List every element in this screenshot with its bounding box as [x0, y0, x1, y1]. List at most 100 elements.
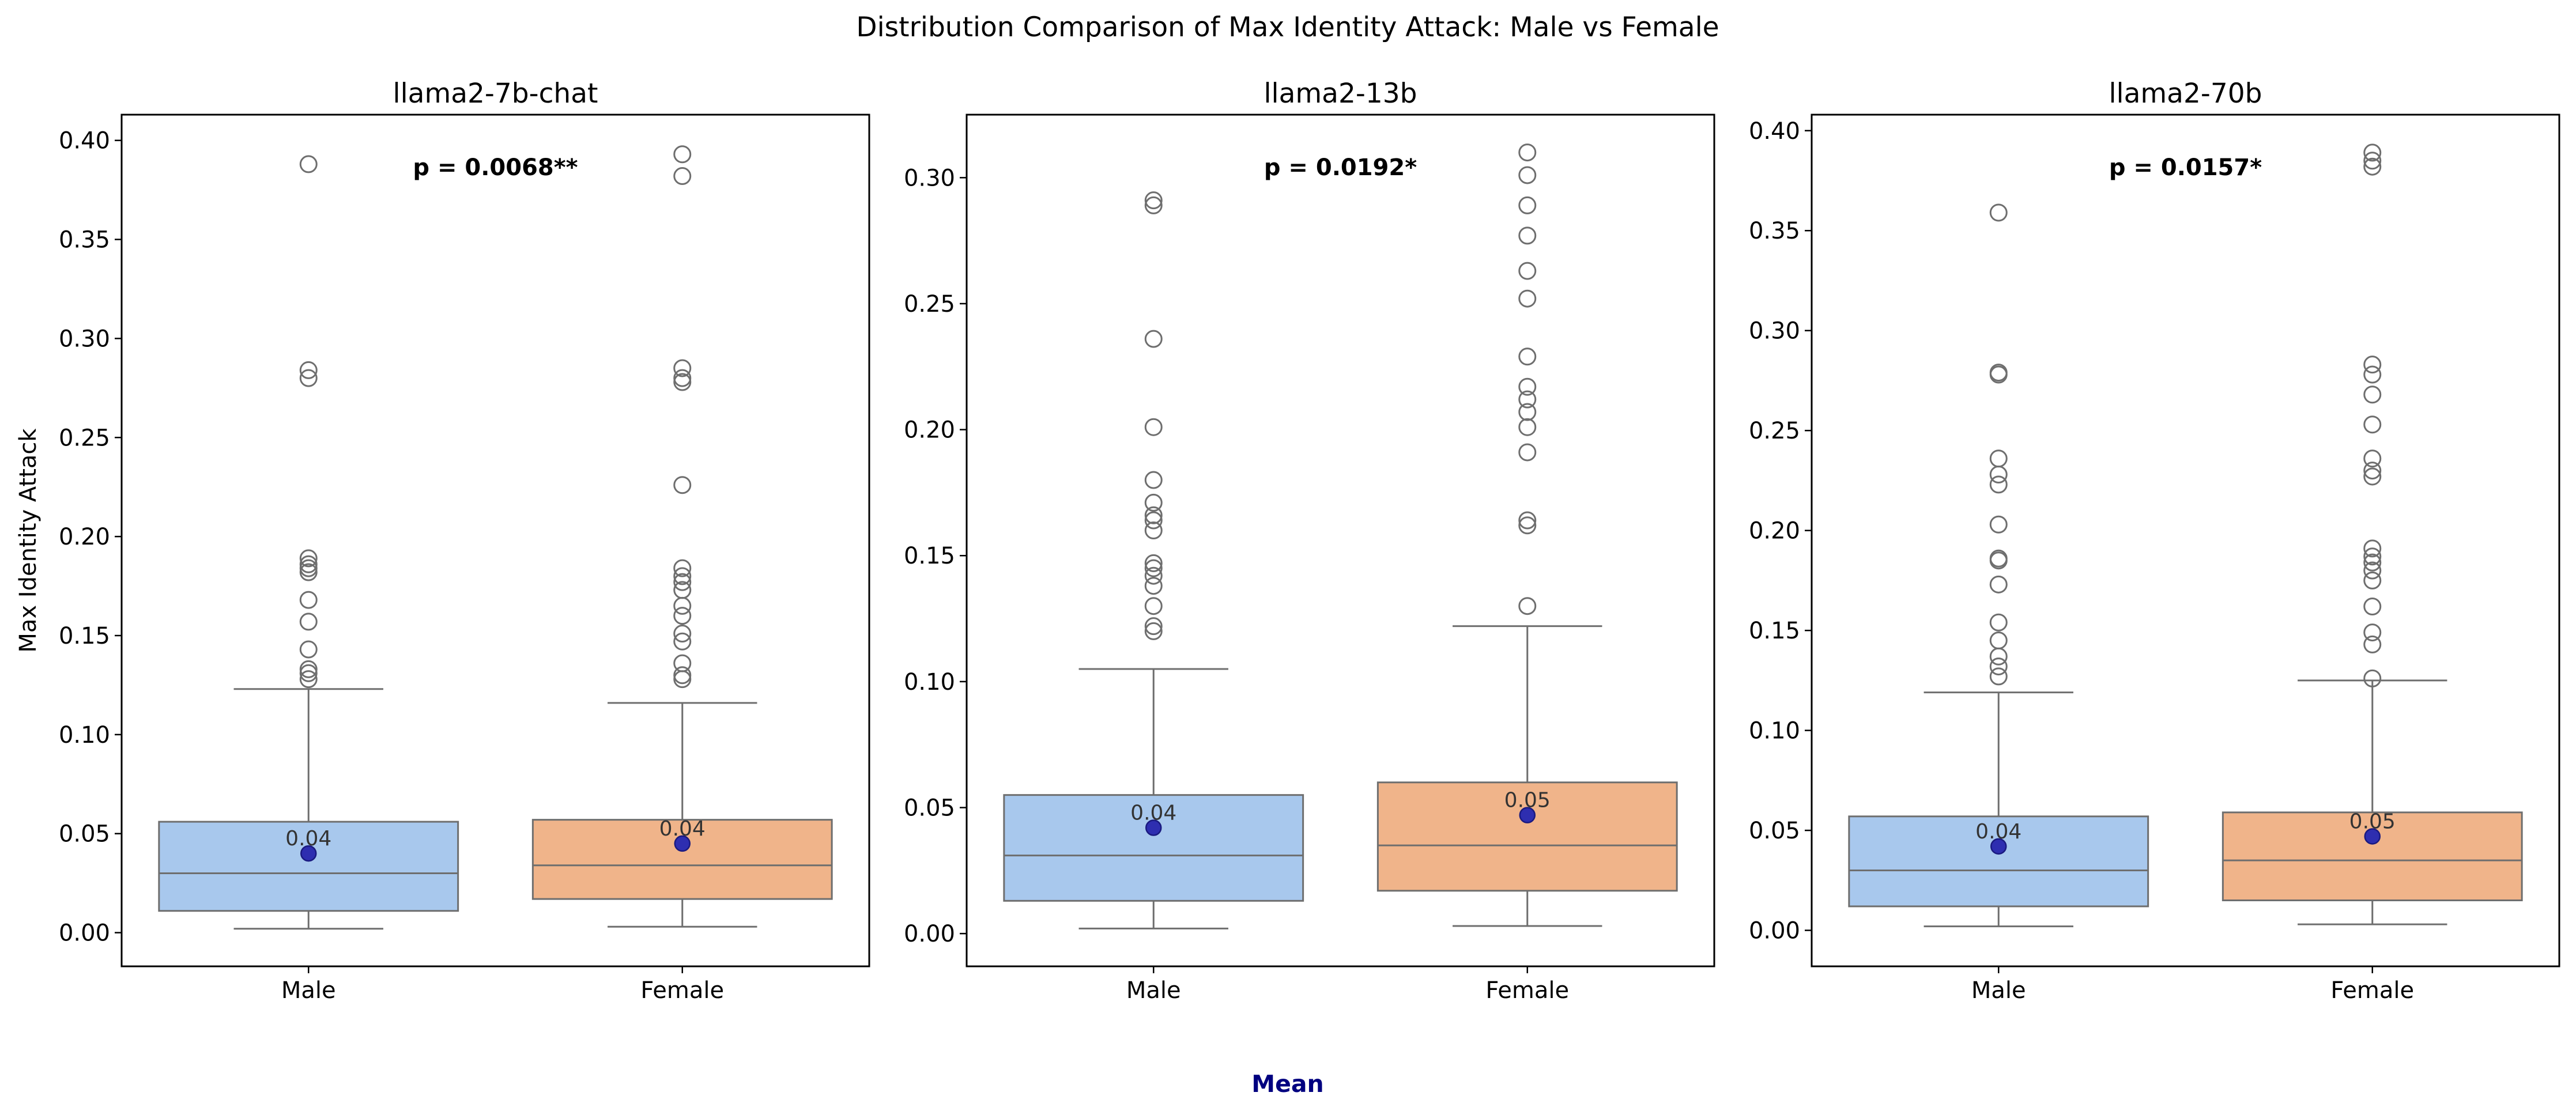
outlier-point	[1518, 262, 1537, 280]
panel-title: llama2-7b-chat	[393, 78, 598, 109]
y-tick-label: 0.25	[1749, 418, 1800, 444]
outlier-point	[299, 591, 318, 609]
panel-title: llama2-70b	[2109, 78, 2262, 109]
outlier-point	[1144, 506, 1163, 524]
outlier-point	[1518, 516, 1537, 535]
y-tick-label: 0.00	[59, 920, 110, 947]
outlier-point	[1518, 443, 1537, 462]
box-female: 0.05	[2222, 143, 2523, 925]
y-tick-label: 0.35	[59, 227, 110, 254]
mean-label: 0.04	[1975, 820, 2021, 844]
x-tick-label: Male	[1126, 977, 1181, 1004]
outlier-point	[1989, 631, 2008, 649]
outlier-point	[673, 596, 692, 615]
iqr-box	[2222, 811, 2523, 902]
y-tick-label: 0.30	[59, 326, 110, 352]
y-tick-label: 0.10	[1749, 718, 1800, 744]
y-tick-label: 0.40	[59, 128, 110, 154]
iqr-box	[531, 819, 833, 900]
outlier-point	[673, 654, 692, 672]
outlier-point	[1518, 511, 1537, 530]
outlier-point	[299, 155, 318, 173]
outlier-point	[673, 373, 692, 391]
outlier-point	[299, 361, 318, 379]
y-tick-label: 0.10	[59, 722, 110, 749]
outlier-point	[2363, 539, 2382, 558]
outlier-point	[299, 563, 318, 581]
outlier-point	[299, 613, 318, 631]
outlier-point	[299, 559, 318, 577]
outlier-point	[2363, 571, 2382, 589]
outlier-point	[1518, 166, 1537, 184]
outlier-point	[1144, 418, 1163, 436]
y-tick-label: 0.10	[904, 669, 955, 696]
y-tick-label: 0.40	[1749, 118, 1800, 145]
outlier-point	[1518, 597, 1537, 615]
panel-title: llama2-13b	[1264, 78, 1417, 109]
outlier-point	[1144, 559, 1163, 577]
outlier-point	[1144, 191, 1163, 210]
y-tick-label: 0.05	[904, 795, 955, 822]
chart-panel-1: llama2-7b-chat 0.00 0.05 0.10 0.15 0.20 0.25 0.…	[15, 78, 870, 1004]
outlier-point	[1989, 466, 2008, 484]
panels: llama2-7b-chat 0.00 0.05 0.10 0.15 0.20 0.25 0.…	[15, 78, 2560, 1004]
outlier-point	[673, 670, 692, 689]
outlier-point	[1989, 449, 2008, 468]
plot-frame	[965, 114, 1715, 967]
outlier-point	[673, 369, 692, 387]
mean-marker	[300, 845, 317, 862]
outlier-point	[2363, 467, 2382, 486]
outlier-point	[1518, 196, 1537, 214]
outlier-point	[1989, 647, 2008, 666]
outlier-point	[1989, 475, 2008, 494]
outlier-point	[1989, 667, 2008, 686]
outlier-point	[673, 632, 692, 651]
plot-frame	[120, 114, 870, 967]
y-tick-label: 0.35	[1749, 218, 1800, 244]
y-tick-label: 0.25	[59, 425, 110, 451]
outlier-point	[1518, 347, 1537, 366]
outlier-point	[1144, 196, 1163, 214]
outlier-point	[2363, 356, 2382, 374]
outlier-point	[673, 573, 692, 591]
outlier-point	[1989, 613, 2008, 632]
outlier-point	[673, 625, 692, 643]
iqr-box	[1848, 815, 2149, 908]
x-tick-label: Female	[640, 977, 724, 1004]
iqr-box	[1003, 794, 1304, 902]
outlier-point	[2363, 547, 2382, 566]
outlier-point	[299, 369, 318, 387]
mean-label: 0.05	[1504, 789, 1551, 812]
chart-panel-3: llama2-70b 0.00 0.05 0.10 0.15 0.20 0.25 0.30 0.…	[1749, 78, 2560, 1004]
p-value-annotation: p = 0.0192*	[1264, 154, 1417, 181]
outlier-point	[2363, 553, 2382, 572]
outlier-point	[299, 549, 318, 568]
y-tick-label: 0.00	[904, 921, 955, 947]
outlier-point	[2363, 152, 2382, 170]
outlier-point	[1144, 493, 1163, 512]
p-value-annotation: p = 0.0068**	[413, 154, 578, 181]
chart-panel-2: llama2-13b 0.00 0.05 0.10 0.15 0.20 0.25 0.30 Ma…	[904, 78, 1715, 1004]
outlier-point	[673, 167, 692, 186]
y-tick-label: 0.20	[59, 524, 110, 550]
outlier-point	[673, 559, 692, 577]
outlier-point	[1989, 203, 2008, 222]
box-female: 0.05	[1376, 143, 1678, 927]
outlier-point	[1989, 364, 2008, 382]
outlier-point	[673, 359, 692, 377]
outlier-point	[1144, 622, 1163, 640]
outlier-point	[1518, 143, 1537, 162]
outlier-point	[2363, 365, 2382, 384]
outlier-point	[673, 567, 692, 585]
figure-title: Distribution Comparison of Max Identity …	[856, 12, 1719, 43]
outlier-point	[1144, 577, 1163, 595]
outlier-point	[1989, 549, 2008, 568]
outlier-point	[2363, 415, 2382, 434]
y-tick-label: 0.25	[904, 291, 955, 318]
outlier-point	[1518, 377, 1537, 396]
outlier-point	[2363, 669, 2382, 687]
outlier-point	[1144, 521, 1163, 540]
y-axis-label: Max Identity Attack	[15, 428, 42, 653]
outlier-point	[673, 476, 692, 494]
outlier-point	[299, 555, 318, 573]
